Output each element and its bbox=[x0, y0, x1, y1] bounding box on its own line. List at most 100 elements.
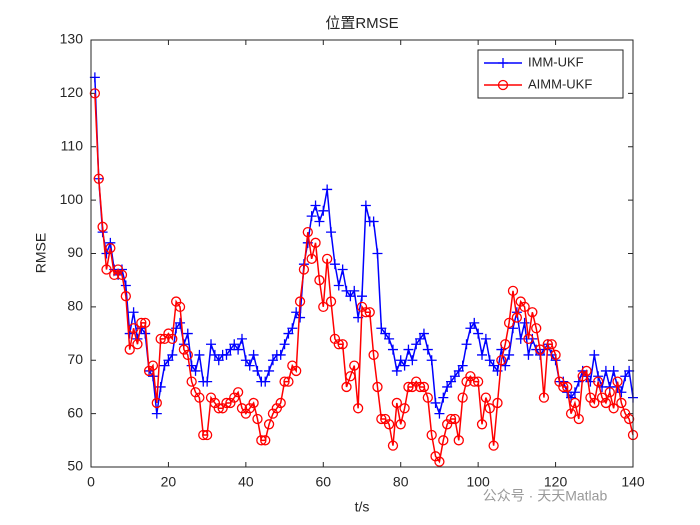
data-point bbox=[279, 376, 290, 387]
data-point bbox=[449, 371, 460, 382]
data-point bbox=[221, 397, 232, 409]
data-point bbox=[488, 440, 499, 451]
data-point bbox=[233, 344, 244, 355]
data-point bbox=[608, 365, 619, 376]
data-point bbox=[593, 371, 604, 382]
data-point bbox=[97, 221, 108, 232]
data-point bbox=[573, 413, 584, 425]
data-point bbox=[201, 429, 213, 441]
data-point bbox=[376, 323, 387, 334]
data-point bbox=[473, 328, 484, 339]
x-tick-label: 80 bbox=[393, 474, 409, 490]
data-point bbox=[527, 307, 538, 318]
data-point bbox=[360, 200, 371, 211]
data-point bbox=[407, 355, 418, 366]
y-tick-label: 70 bbox=[67, 351, 83, 367]
data-point bbox=[399, 360, 410, 371]
plot-area bbox=[91, 40, 633, 467]
x-tick-label: 40 bbox=[238, 474, 254, 490]
data-point bbox=[89, 72, 100, 83]
data-point bbox=[411, 339, 422, 350]
data-point bbox=[248, 349, 259, 360]
data-point bbox=[124, 344, 135, 355]
data-point bbox=[380, 328, 391, 339]
data-point bbox=[345, 371, 356, 382]
data-point bbox=[140, 317, 151, 329]
data-point bbox=[221, 349, 232, 360]
data-point bbox=[155, 333, 166, 345]
data-point bbox=[318, 205, 329, 216]
data-point bbox=[391, 397, 402, 409]
data-point bbox=[198, 429, 209, 441]
chart-title: 位置RMSE bbox=[325, 15, 398, 32]
data-point bbox=[457, 392, 468, 403]
data-point bbox=[376, 413, 387, 425]
data-point bbox=[616, 397, 627, 409]
x-tick-label: 0 bbox=[87, 474, 95, 490]
data-point bbox=[426, 355, 437, 366]
data-point bbox=[387, 440, 399, 451]
data-point bbox=[128, 323, 139, 334]
data-point bbox=[484, 403, 495, 414]
data-point bbox=[194, 392, 205, 403]
data-point bbox=[480, 333, 491, 344]
data-point bbox=[349, 360, 360, 371]
data-point bbox=[314, 275, 325, 286]
data-point bbox=[352, 403, 364, 414]
data-point bbox=[446, 376, 457, 387]
data-point bbox=[453, 365, 464, 376]
data-point bbox=[105, 243, 116, 254]
data-point bbox=[357, 291, 367, 302]
legend-label: IMM-UKF bbox=[528, 54, 584, 69]
y-tick-label: 80 bbox=[67, 298, 83, 314]
data-point bbox=[326, 227, 337, 238]
data-point bbox=[136, 317, 147, 329]
data-point bbox=[519, 317, 530, 328]
data-point bbox=[562, 381, 573, 393]
data-point bbox=[260, 376, 271, 387]
data-point bbox=[314, 216, 325, 227]
data-point bbox=[477, 349, 488, 360]
data-point bbox=[430, 397, 441, 408]
data-point bbox=[294, 296, 306, 307]
data-point bbox=[608, 403, 619, 414]
data-point bbox=[325, 296, 337, 307]
data-point bbox=[279, 339, 290, 350]
data-point bbox=[534, 344, 546, 355]
data-point bbox=[147, 360, 159, 371]
data-point bbox=[252, 413, 263, 425]
x-tick-label: 20 bbox=[161, 474, 177, 490]
data-point bbox=[128, 307, 139, 318]
y-tick-label: 120 bbox=[60, 84, 84, 100]
data-point bbox=[240, 355, 251, 366]
x-tick-label: 60 bbox=[315, 474, 331, 490]
data-point bbox=[550, 349, 561, 361]
data-point bbox=[542, 339, 553, 350]
data-point bbox=[484, 355, 495, 366]
data-point bbox=[116, 269, 128, 281]
data-point bbox=[298, 264, 310, 275]
data-point bbox=[360, 307, 372, 318]
data-point bbox=[546, 339, 557, 350]
data-point bbox=[383, 419, 395, 430]
data-point bbox=[167, 349, 178, 360]
data-point bbox=[624, 365, 635, 376]
x-tick-label: 100 bbox=[466, 474, 490, 490]
data-point bbox=[190, 365, 201, 376]
data-point bbox=[213, 355, 224, 366]
data-point bbox=[232, 387, 244, 398]
data-point bbox=[488, 360, 499, 371]
data-point bbox=[399, 403, 410, 414]
data-point bbox=[337, 339, 348, 350]
data-point bbox=[600, 397, 612, 409]
data-point bbox=[612, 376, 623, 387]
data-point bbox=[252, 365, 263, 376]
data-point bbox=[503, 317, 515, 329]
y-tick-label: 90 bbox=[67, 244, 83, 260]
data-point bbox=[206, 339, 217, 350]
x-tick-label: 140 bbox=[621, 474, 645, 490]
data-point bbox=[623, 413, 635, 425]
data-point bbox=[174, 301, 186, 313]
data-point bbox=[384, 333, 395, 344]
data-point bbox=[310, 200, 321, 211]
